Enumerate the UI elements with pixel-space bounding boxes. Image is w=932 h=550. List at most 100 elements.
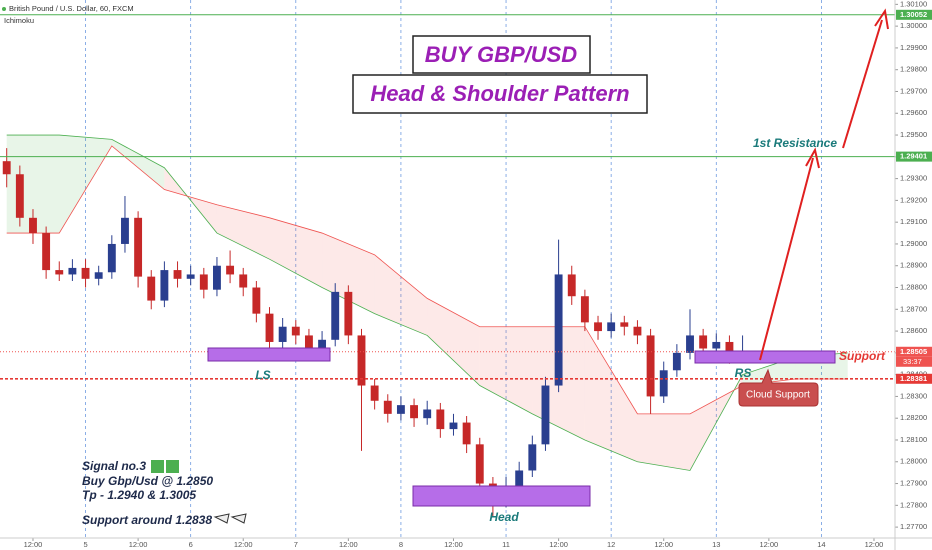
candle-body: [304, 335, 313, 353]
level-tag: [896, 346, 932, 357]
symbol: British Pound / U.S. Dollar, 60, FXCM: [9, 4, 134, 13]
cloud-fill: [269, 217, 323, 288]
candle-body: [712, 341, 721, 349]
level-label: 1.28381: [900, 374, 927, 383]
icon: [213, 513, 247, 524]
subtitle-box: [352, 74, 648, 114]
x-tick-label: 12: [607, 540, 615, 549]
cloud-span-b: [6, 145, 848, 415]
candle-body: [199, 274, 208, 290]
cloud-fill: [111, 139, 165, 190]
candle-body: [239, 274, 248, 288]
candle-body: [462, 422, 471, 445]
candle-body: [410, 405, 418, 419]
y-tick-label: 1.29300: [900, 174, 927, 183]
candle-body: [383, 400, 392, 414]
note: Tp - 1.2940 & 1.3005: [82, 488, 196, 502]
candle-body: [160, 270, 169, 301]
candle-body: [2, 161, 11, 175]
candle-body: [121, 217, 129, 244]
candle-body: [436, 409, 445, 430]
candle-body: [449, 422, 458, 430]
candle-body: [68, 267, 77, 275]
level-tag: [896, 356, 932, 367]
candle-body: [659, 370, 668, 397]
y-tick-label: 1.28600: [900, 326, 927, 335]
x-tick-label: 12:00: [444, 540, 463, 549]
x-tick-label: 12:00: [234, 540, 253, 549]
x-tick-label: 8: [399, 540, 403, 549]
y-tick-label: 1.28800: [900, 282, 927, 291]
callout-box: [738, 368, 819, 407]
cloud-fill: [216, 204, 270, 260]
icon: [151, 460, 164, 473]
candle-body: [672, 352, 681, 371]
head-label: Head: [489, 510, 519, 524]
candle-body: [554, 274, 563, 386]
candles: [2, 148, 747, 517]
zone-ls: [207, 347, 331, 362]
x-tick-label: 7: [294, 540, 298, 549]
candle-body: [173, 270, 182, 279]
candle-body: [357, 335, 366, 386]
note: Buy Gbp/Usd @ 1.2850: [82, 474, 213, 488]
x-tick-label: 12:00: [549, 540, 568, 549]
candle-body: [370, 385, 379, 401]
y-tick-label: 1.29900: [900, 43, 927, 52]
candle-body: [396, 405, 405, 414]
arrow-head: [874, 8, 889, 30]
arrow: [759, 157, 814, 361]
candle-body: [107, 243, 116, 273]
y-tick-label: 1.28000: [900, 457, 927, 466]
candle-body: [344, 291, 353, 336]
candle-body: [15, 174, 24, 218]
y-tick-label: 1.29200: [900, 195, 927, 204]
candle-body: [186, 274, 195, 279]
x-tick-label: 13: [712, 540, 720, 549]
title-box: [412, 35, 591, 74]
note: Support around 1.2838: [82, 513, 212, 527]
x-tick-label: 12:00: [24, 540, 43, 549]
candle-body: [528, 444, 537, 471]
icon: [166, 460, 179, 473]
y-tick-label: 1.28900: [900, 261, 927, 270]
x-tick-label: 12:00: [654, 540, 673, 549]
candle-body: [515, 470, 524, 486]
candle-body: [55, 270, 64, 275]
cloud-fill: [374, 254, 428, 336]
subtitle: Head & Shoulder Pattern: [370, 81, 629, 106]
candle-body: [94, 272, 103, 279]
arrow-head: [805, 147, 820, 169]
candle-body: [278, 326, 287, 342]
status-dot: [2, 7, 6, 11]
x-tick-label: 12:00: [339, 540, 358, 549]
candle-body: [147, 276, 156, 301]
candle-body: [607, 322, 616, 332]
candle-body: [291, 326, 300, 336]
y-tick-label: 1.29600: [900, 108, 927, 117]
arrow: [842, 19, 883, 149]
cloud-support-label: Cloud Support: [746, 390, 810, 401]
candle-body: [646, 335, 655, 397]
candle-body: [620, 322, 629, 327]
candle-body: [42, 233, 51, 271]
candle-body: [475, 444, 484, 484]
candle-body: [594, 322, 602, 332]
x-tick-label: 12:00: [759, 540, 778, 549]
y-tick-label: 1.29100: [900, 217, 927, 226]
candle-body: [725, 341, 734, 356]
candle-body: [318, 339, 327, 353]
candle-body: [29, 217, 37, 234]
support-label: Support: [839, 349, 886, 363]
candle-body: [213, 265, 221, 290]
candle-body: [423, 409, 432, 419]
y-tick-label: 1.28100: [900, 435, 927, 444]
x-tick-label: 12:00: [129, 540, 148, 549]
candle-body: [226, 265, 235, 275]
levels: [0, 14, 895, 380]
candle-body: [331, 291, 340, 340]
y-tick-label: 1.30100: [900, 0, 927, 8]
candle-body: [567, 274, 576, 297]
